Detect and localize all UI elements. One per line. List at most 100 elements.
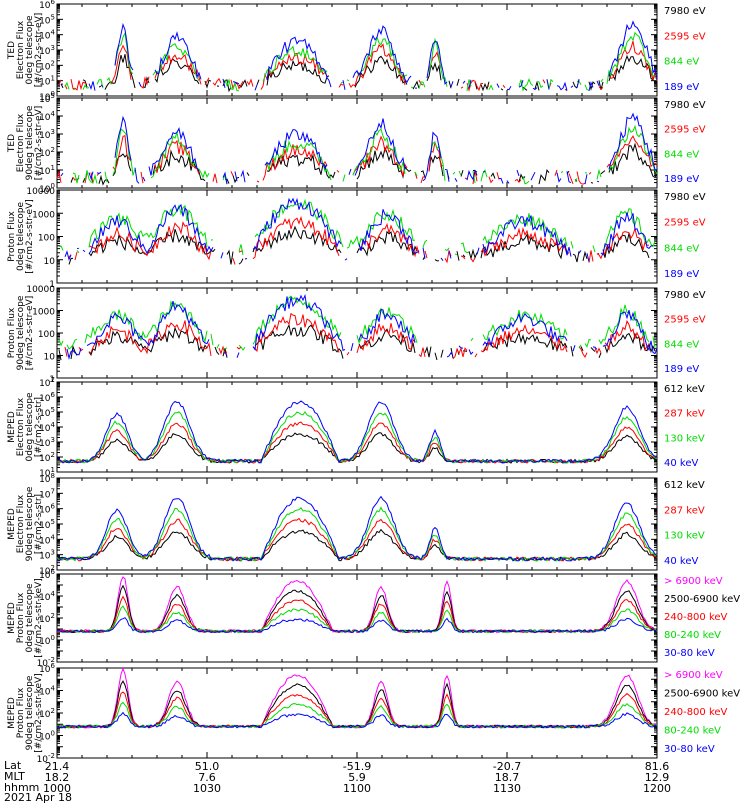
- time-axis-lat: 81.6: [645, 760, 670, 773]
- time-axis-mlt: 18.2: [45, 771, 70, 784]
- y-axis-label-line: Electron Flux: [16, 494, 26, 553]
- time-axis-hhmm: 1200: [643, 782, 671, 795]
- series-trace: [66, 293, 658, 360]
- legend-entry: 189 eV: [664, 269, 699, 280]
- legend-entry: 40 keV: [664, 458, 698, 469]
- y-axis-label-line: Proton Flux: [7, 307, 17, 358]
- series-trace: [56, 595, 658, 634]
- time-axis-mlt: 5.9: [348, 771, 366, 784]
- y-tick-label: 1: [49, 280, 55, 290]
- legend-entry: 2595 eV: [664, 315, 706, 326]
- legend-entry: 7980 eV: [664, 6, 706, 17]
- y-axis-label-line: MEPED: [7, 411, 17, 443]
- y-axis-label-line: MEPED: [7, 508, 17, 540]
- time-axis-lat: 21.4: [45, 760, 70, 773]
- legend-entry: 2595 eV: [664, 218, 706, 229]
- y-axis-label-line: [#/cm2-s-str-keV]: [34, 578, 44, 657]
- series-trace: [56, 701, 658, 729]
- y-axis-label-line: [#/cm2-s-str-eV]: [34, 106, 44, 181]
- y-axis-label-line: 0deg telescope: [25, 583, 35, 653]
- panel-3: 1 10 100 1000 10000 Proton Flux 0deg telescope…: [7, 187, 706, 290]
- series-trace: [57, 691, 658, 729]
- y-axis-label-line: [#/cm2-s-str]: [34, 397, 44, 457]
- y-axis-label-line: Proton Flux: [16, 687, 26, 738]
- panel-frame: [56, 477, 658, 571]
- legend-entry: 130 keV: [664, 433, 705, 444]
- series-trace: [56, 667, 658, 729]
- legend-entry: > 6900 keV: [664, 670, 723, 681]
- legend-entry: 2500-6900 keV: [664, 689, 740, 700]
- row-label-hhmm: hhmm: [4, 781, 40, 794]
- y-axis-label-line: MEPED: [7, 602, 17, 634]
- time-axis-mlt: 18.7: [495, 771, 520, 784]
- y-axis-label-line: 90deg telescope: [16, 295, 26, 370]
- legend-entry: 287 keV: [664, 409, 705, 420]
- legend-entry: 40 keV: [664, 556, 698, 567]
- y-axis-label-line: TED: [7, 41, 17, 60]
- series-trace: [56, 711, 658, 729]
- y-axis-label-line: 0deg telescope: [25, 392, 35, 462]
- series-trace: [56, 400, 658, 464]
- series-trace: [56, 135, 658, 185]
- y-tick-label: 100: [38, 234, 55, 244]
- y-axis-label-line: 90deg telescope: [25, 105, 35, 180]
- y-axis-label-line: Proton Flux: [16, 592, 26, 643]
- time-axis-mlt: 7.6: [198, 771, 216, 784]
- y-axis-label-line: MEPED: [7, 697, 17, 729]
- y-axis-label-line: Electron Flux: [16, 20, 26, 79]
- row-label-mlt: MLT: [4, 770, 25, 783]
- series-trace: [56, 605, 658, 634]
- legend-entry: 240-800 keV: [664, 707, 728, 718]
- y-axis-label-line: 0deg telescope: [16, 202, 26, 272]
- y-axis-label-line: [#/cm2-s-str-eV]: [34, 13, 44, 88]
- time-axis-lat: -20.7: [493, 760, 521, 773]
- y-tick-label: 1: [49, 375, 55, 385]
- y-axis-label-line: Electron Flux: [16, 113, 26, 172]
- legend-entry: 844 eV: [664, 243, 699, 254]
- series-trace: [65, 199, 657, 262]
- legend-entry: > 6900 keV: [664, 576, 723, 587]
- legend-entry: 7980 eV: [664, 192, 706, 203]
- y-tick-label: 10: [44, 257, 56, 267]
- date-label: 2021 Apr 18: [4, 791, 73, 804]
- time-axis-mlt: 12.9: [645, 771, 670, 784]
- legend-entry: 30-80 keV: [664, 744, 715, 755]
- panel-frame: [56, 667, 658, 759]
- panel-frame: [56, 287, 658, 379]
- y-tick-label: 1000: [32, 308, 55, 318]
- legend-entry: 7980 eV: [664, 100, 706, 111]
- y-axis-label-line: 90deg telescope: [25, 486, 35, 561]
- y-tick-label: 100: [38, 330, 55, 340]
- y-axis-label-line: [#/cm2-s-str-eV]: [25, 296, 35, 371]
- legend-entry: 189 eV: [664, 174, 699, 185]
- legend-entry: 130 keV: [664, 531, 705, 542]
- legend-entry: 80-240 keV: [664, 726, 721, 737]
- series-trace: [61, 20, 658, 92]
- legend-entry: 189 eV: [664, 82, 699, 93]
- y-tick-label: 10000: [26, 285, 55, 295]
- series-trace: [56, 506, 658, 562]
- legend-entry: 30-80 keV: [664, 648, 715, 659]
- legend-entry: 612 keV: [664, 480, 705, 491]
- series-trace: [64, 31, 658, 92]
- series-trace: [56, 680, 658, 729]
- time-axis-hhmm: 1130: [493, 782, 521, 795]
- row-label-lat: Lat: [4, 759, 22, 772]
- legend-entry: 287 keV: [664, 505, 705, 516]
- legend-entry: 2500-6900 keV: [664, 594, 740, 605]
- legend-entry: 189 eV: [664, 364, 699, 375]
- time-axis-hhmm: 1000: [43, 782, 71, 795]
- time-axis-hhmm: 1030: [193, 782, 221, 795]
- y-axis-label-line: TED: [7, 134, 17, 153]
- y-axis-label-line: 0deg telescope: [25, 15, 35, 85]
- legend-entry: 844 eV: [664, 57, 699, 68]
- time-axis-lat: -51.9: [343, 760, 371, 773]
- y-tick-label: 10000: [26, 187, 55, 197]
- series-trace: [57, 617, 658, 634]
- panel-4: 1 10 100 1000 10000 Proton Flux 90deg telescop…: [7, 285, 706, 385]
